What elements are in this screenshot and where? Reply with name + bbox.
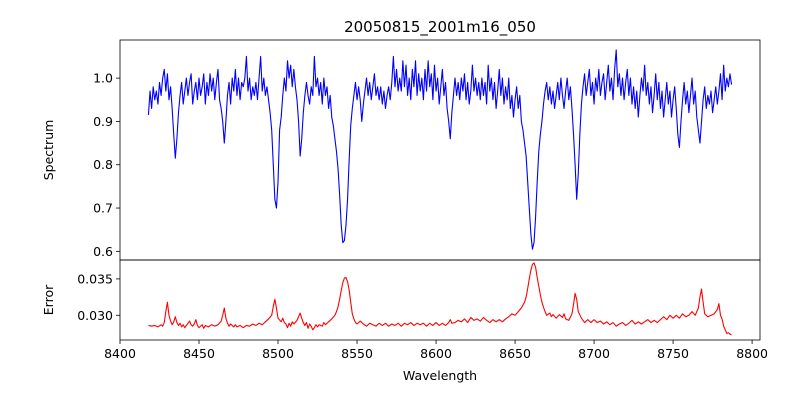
error-y-tick-label: 0.035	[77, 271, 113, 286]
chart-title: 20050815_2001m16_050	[344, 18, 536, 37]
x-tick-label: 8650	[499, 346, 531, 361]
spectrum-y-tick-label: 0.7	[93, 201, 113, 216]
spectrum-panel: 0.6 0.7 0.8 0.9 1.0	[93, 39, 761, 261]
spectrum-y-tick-label: 0.9	[93, 114, 113, 129]
spectrum-series-line	[147, 49, 733, 250]
x-tick-label: 8450	[183, 346, 215, 361]
error-axis-label: Error	[41, 284, 56, 315]
x-tick-label: 8700	[578, 346, 610, 361]
error-panel: 0.030 0.035 8400 8450 8500 8550 8600 8650 8700 87…	[77, 259, 768, 361]
x-tick-label: 8500	[262, 346, 294, 361]
x-tick-label: 8750	[657, 346, 689, 361]
x-tick-label: 8550	[341, 346, 373, 361]
spectrum-y-tick-label: 0.8	[93, 157, 113, 172]
x-tick-label: 8800	[736, 346, 768, 361]
spectrum-y-tick-label: 1.0	[93, 71, 113, 86]
error-y-tick-label: 0.030	[77, 308, 113, 323]
x-tick-label: 8400	[104, 346, 136, 361]
x-axis-label: Wavelength	[403, 368, 477, 383]
error-series-line	[148, 262, 732, 336]
x-tick-label: 8600	[420, 346, 452, 361]
error-axes-frame	[119, 259, 761, 341]
spectrum-axis-label: Spectrum	[41, 120, 56, 181]
spectrum-y-tick-label: 0.6	[93, 244, 113, 259]
